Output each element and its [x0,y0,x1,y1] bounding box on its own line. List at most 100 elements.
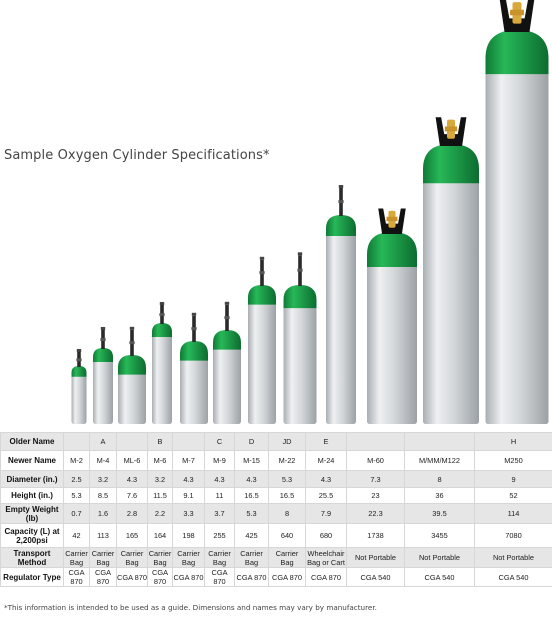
table-cell: Carrier Bag [116,547,148,568]
table-cell: 3.2 [89,470,117,488]
table-cell: Carrier Bag [268,547,306,568]
table-cell: Carrier Bag [89,547,117,568]
cylinder-m-7 [180,312,208,424]
table-cell: 9 [474,470,552,488]
table-cell: E [305,432,347,451]
table-cell: M-15 [234,450,269,471]
table-cell: 7.6 [116,487,148,504]
table-cell: 113 [89,523,117,548]
table-cell: M-9 [204,450,235,471]
table-cell: M-4 [89,450,117,471]
table-cell: 5.3 [234,503,269,524]
table-cell: M-7 [172,450,205,471]
row-header: Capacity (L) at 2,200psi [0,523,64,548]
table-cell: Wheelchair Bag or Cart [305,547,347,568]
cylinder-m-15 [248,256,276,424]
table-cell [172,432,205,451]
table-cell: 42 [63,523,90,548]
table-cell: M-6 [147,450,173,471]
cylinder-ml-6 [118,326,146,424]
table-cell: 39.5 [404,503,475,524]
cylinder-m-6 [152,302,172,424]
table-row: Capacity (L) at 2,200psi 42 113 165 164 198 25… [0,523,552,548]
table-cell: 4.3 [305,470,347,488]
table-cell: CGA 870 [305,567,347,587]
row-header: Transport Method [0,547,64,568]
table-cell: 3455 [404,523,475,548]
table-row: Empty Weight (lb) 0.7 1.6 2.8 2.2 3.3 3.7 5.3 8 7… [0,503,552,524]
table-cell: 3.3 [172,503,205,524]
table-cell: 1.6 [89,503,117,524]
table-cell: Not Portable [346,547,405,568]
table-cell: Carrier Bag [234,547,269,568]
table-cell: 7.3 [346,470,405,488]
table-cell: 1738 [346,523,405,548]
table-cell: 36 [404,487,475,504]
table-cell: 2.2 [147,503,173,524]
table-cell: 7080 [474,523,552,548]
table-cell: 2.8 [116,503,148,524]
table-cell: 25.5 [305,487,347,504]
table-cell: CGA 540 [474,567,552,587]
table-cell: 23 [346,487,405,504]
table-cell: CGA 870 [234,567,269,587]
table-cell: 16.5 [268,487,306,504]
table-cell: Carrier Bag [172,547,205,568]
table-cell [404,432,475,451]
table-cell: CGA 870 [147,567,173,587]
table-cell: 164 [147,523,173,548]
row-header: Empty Weight (lb) [0,503,64,524]
table-cell: 4.3 [234,470,269,488]
row-header: Newer Name [0,450,64,471]
table-cell: 198 [172,523,205,548]
table-cell: Carrier Bag [147,547,173,568]
footnote: *This information is intended to be used… [4,603,377,612]
spec-table: Older Name A B C D JD E H Newer Name M-2 M-4 ML-6 M-… [0,432,552,587]
table-cell: CGA 540 [346,567,405,587]
table-cell: Not Portable [474,547,552,568]
table-cell: 4.3 [204,470,235,488]
table-cell: 22.3 [346,503,405,524]
table-cell [116,432,148,451]
table-cell: M/MM/M122 [404,450,475,471]
table-cell: C [204,432,235,451]
table-cell: 165 [116,523,148,548]
table-cell: Carrier Bag [63,547,90,568]
table-row: Older Name A B C D JD E H [0,432,552,451]
table-cell: D [234,432,269,451]
cylinder-m-2 [71,349,87,424]
table-cell: 2.5 [63,470,90,488]
table-cell [346,432,405,451]
table-cell: 5.3 [268,470,306,488]
table-cell: 640 [268,523,306,548]
table-cell: 114 [474,503,552,524]
table-cell: 0.7 [63,503,90,524]
table-cell: 8 [404,470,475,488]
table-cell: 255 [204,523,235,548]
table-cell: 3.2 [147,470,173,488]
table-cell: M-24 [305,450,347,471]
table-cell: 680 [305,523,347,548]
cylinder-m-60 [367,208,417,424]
table-cell: 4.3 [172,470,205,488]
table-row: Diameter (in.) 2.5 3.2 4.3 3.2 4.3 4.3 4.3 5.3 4.… [0,470,552,488]
cylinder-m-9 [213,301,241,424]
cylinder-m-22 [283,252,317,424]
table-cell: 8 [268,503,306,524]
table-cell: 11 [204,487,235,504]
table-cell: 425 [234,523,269,548]
table-cell: M-60 [346,450,405,471]
table-cell: 52 [474,487,552,504]
table-cell: CGA 540 [404,567,475,587]
row-header: Height (in.) [0,487,64,504]
table-cell: H [474,432,552,451]
table-cell: 5.3 [63,487,90,504]
table-cell: A [89,432,117,451]
row-header: Regulator Type [0,567,64,587]
table-cell: 8.5 [89,487,117,504]
table-cell: 9.1 [172,487,205,504]
cylinder-m-mm-m122 [423,117,479,424]
row-header: Diameter (in.) [0,470,64,488]
cylinder-illustration [71,0,549,424]
cylinder-m-24 [326,185,356,424]
